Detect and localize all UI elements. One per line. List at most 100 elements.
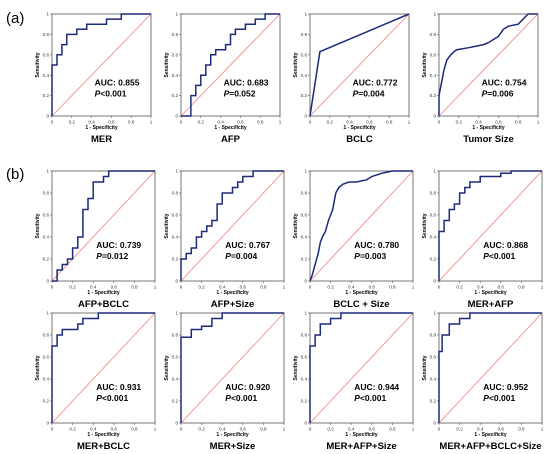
x-tick-label: 1 [412,285,415,290]
x-tick-label: 0.6 [369,427,376,432]
panel-title: MER+AFP [468,299,514,310]
panel-title: AFP+Size [211,299,255,310]
roc-curve [52,170,155,282]
panel-title: Tumor Size [463,134,514,145]
x-axis-label: 1 - Specificity [216,432,248,438]
y-axis-label: Sensitivity [293,213,299,238]
roc-curve [309,312,413,423]
y-tick-label: 1 [46,12,49,17]
y-tick-label: 0.2 [43,399,50,404]
auc-label: AUC: 0.952 [483,382,528,392]
y-tick-label: 0.6 [430,213,437,218]
y-axis-label: Sensitivity [35,355,41,380]
y-tick-label: 0.4 [430,377,437,382]
y-tick-label: 0.8 [430,191,437,196]
x-tick-label: 0.8 [386,120,393,125]
x-tick-label: 0 [309,120,312,125]
x-tick-label: 0.4 [348,427,355,432]
y-tick-label: 0 [433,421,436,426]
y-tick-label: 0 [304,114,307,119]
y-tick-label: 0.8 [430,333,437,338]
x-tick-label: 1 [154,427,157,432]
y-tick-label: 0.6 [172,355,179,360]
x-axis-label: 1 - Specificity [85,125,117,131]
panel-title: MER+Size [210,441,256,452]
x-tick-label: 0.2 [198,120,205,125]
x-axis-label: 1 - Specificity [87,290,119,296]
x-axis-label: 1 - Specificity [214,125,246,131]
x-tick-label: 0.4 [477,427,484,432]
x-tick-label: 0 [309,427,312,432]
x-tick-label: 0.2 [456,427,463,432]
y-tick-label: 0.2 [43,93,50,98]
x-tick-label: 0.4 [90,285,97,290]
y-tick-label: 0.2 [301,257,308,262]
roc-curve [180,170,284,281]
x-tick-label: 0.4 [348,285,355,290]
x-tick-label: 0.6 [108,120,115,125]
y-tick-label: 0.4 [430,73,437,78]
reference-line [438,312,543,424]
p-value-label: P<0.001 [96,393,128,403]
x-tick-label: 0.2 [327,427,334,432]
x-tick-label: 1 [408,120,411,125]
x-tick-label: 0.6 [237,120,244,125]
y-tick-label: 0.4 [172,377,179,382]
x-tick-label: 0.8 [128,120,135,125]
reference-line [309,13,410,117]
x-axis-label: 1 - Specificity [474,432,506,438]
y-tick-label: 0.4 [430,235,437,240]
x-tick-label: 0.8 [131,427,138,432]
y-tick-label: 0.8 [43,333,50,338]
p-value-label: P=0.052 [224,88,256,98]
y-tick-label: 0.2 [301,399,308,404]
panel-title: BCLC [346,134,373,145]
y-axis-label: Sensitivity [164,355,170,380]
y-tick-label: 1 [175,12,178,17]
x-axis-label: 1 - Specificity [472,125,504,131]
x-tick-label: 0.2 [327,120,334,125]
x-axis-label: 1 - Specificity [216,290,248,296]
reference-line [438,170,543,282]
y-tick-label: 0.8 [172,191,179,196]
roc-curve [438,170,542,281]
y-tick-label: 0.8 [43,32,50,37]
y-tick-label: 0.8 [172,32,179,37]
y-tick-label: 0 [304,279,307,284]
p-value-label: P<0.001 [95,88,127,98]
y-tick-label: 0 [175,421,178,426]
roc-curve [309,170,413,282]
y-tick-label: 0.6 [43,355,50,360]
x-tick-label: 0.8 [515,120,522,125]
x-tick-label: 0.4 [88,120,95,125]
x-axis-label: 1 - Specificity [87,432,119,438]
y-tick-label: 1 [433,169,436,174]
y-tick-label: 0 [175,114,178,119]
y-axis-label: Sensitivity [422,213,428,238]
auc-label: AUC: 0.855 [95,77,140,87]
x-tick-label: 1 [537,120,540,125]
y-axis-label: Sensitivity [164,52,170,77]
p-value-label: P<0.001 [354,393,386,403]
y-tick-label: 0.6 [301,355,308,360]
x-tick-label: 0 [180,120,183,125]
x-tick-label: 0 [438,120,441,125]
x-tick-label: 1 [283,427,286,432]
x-tick-label: 0.8 [257,120,264,125]
y-tick-label: 0 [433,279,436,284]
roc-curve [180,312,284,423]
x-tick-label: 0.2 [69,120,76,125]
auc-label: AUC: 0.683 [224,77,269,87]
x-tick-label: 0.6 [111,427,118,432]
x-tick-label: 1 [412,427,415,432]
x-tick-label: 0.4 [219,285,226,290]
y-tick-label: 0.6 [301,52,308,57]
y-tick-label: 0.2 [172,93,179,98]
y-tick-label: 1 [304,311,307,316]
y-tick-label: 0.8 [43,191,50,196]
x-tick-label: 1 [279,120,282,125]
y-tick-label: 0.2 [172,399,179,404]
y-tick-label: 0.6 [172,213,179,218]
y-tick-label: 0.2 [430,93,437,98]
panel-title: AFP [221,134,241,145]
